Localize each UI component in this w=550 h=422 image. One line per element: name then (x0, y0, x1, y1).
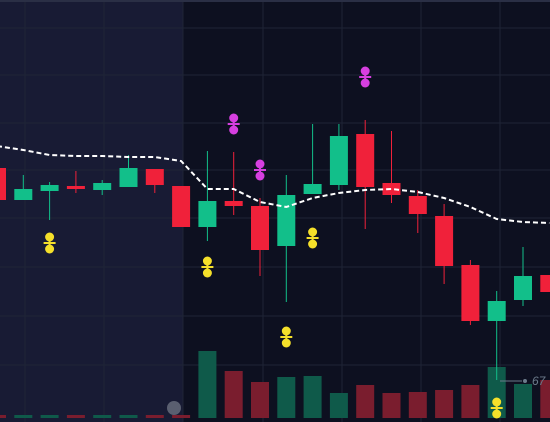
volume-bar (40, 415, 59, 418)
volume-bar (356, 385, 375, 418)
candle-body (329, 136, 348, 185)
volume-bar (251, 382, 269, 418)
volume-bar (540, 380, 550, 418)
signal-marker (359, 66, 372, 88)
candle-body (251, 206, 269, 250)
volume-bar (487, 367, 506, 418)
candle-body (408, 196, 427, 214)
candle-body (172, 186, 191, 227)
volume-bar (119, 415, 138, 418)
candle-body (119, 168, 138, 187)
moving-average (0, 145, 550, 224)
signal-marker (254, 159, 266, 181)
volume-bar (277, 377, 296, 418)
candle-body (277, 195, 296, 246)
volume-bar (514, 384, 532, 418)
candle-body (0, 168, 6, 200)
volume-bar (198, 351, 217, 418)
candle-body (303, 184, 322, 194)
volume-bar (66, 415, 85, 418)
price-dot (523, 379, 527, 383)
signal-marker (227, 113, 240, 135)
top-border (0, 0, 550, 2)
volume-bar (93, 415, 112, 418)
volume-bar (172, 415, 191, 418)
volume-bar (329, 393, 348, 418)
candle-body (514, 276, 532, 300)
candle-body (461, 265, 480, 321)
signal-marker (306, 227, 319, 249)
signal-marker (490, 397, 503, 419)
signal-marker (43, 232, 56, 254)
candle-body (145, 169, 164, 185)
volume-bar (224, 371, 243, 418)
candle-body (540, 275, 550, 292)
volume-bar (14, 415, 33, 418)
volume-bar (382, 393, 401, 418)
signal-marker (280, 326, 293, 348)
volume-bar (145, 415, 164, 418)
time-handle[interactable] (167, 401, 181, 415)
candle-body (435, 216, 454, 266)
candle-body (356, 134, 375, 187)
price-label: 67 (532, 374, 547, 388)
candle-body (14, 189, 33, 200)
candle-body (66, 186, 85, 189)
candle-body (382, 183, 401, 195)
volume-bar (303, 376, 322, 418)
volume-bar (0, 415, 6, 418)
volume-bar (435, 390, 454, 418)
volume-bar (408, 392, 427, 418)
candle-body (198, 201, 217, 227)
candle-body (93, 183, 112, 190)
candle-body (40, 185, 59, 191)
signal-marker (201, 256, 214, 278)
candle-body (487, 301, 506, 321)
history-shade (0, 0, 183, 422)
volume-bar (461, 385, 480, 418)
candle-body (224, 201, 243, 206)
